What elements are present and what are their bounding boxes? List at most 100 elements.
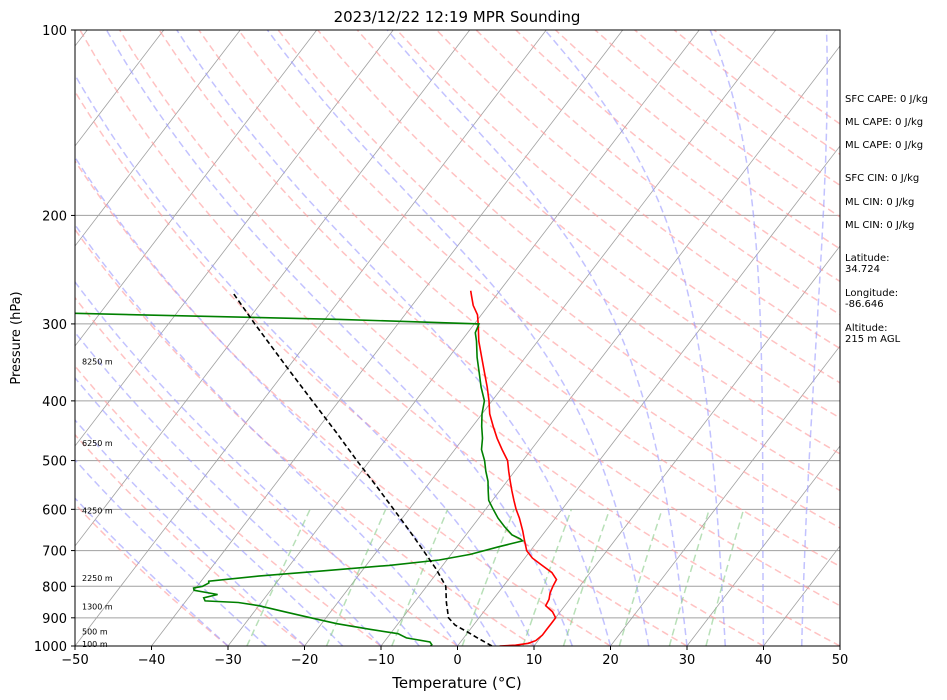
isotherm-line bbox=[610, 345, 840, 646]
dry-adiabat-line bbox=[75, 159, 611, 646]
x-tick-label: −20 bbox=[291, 653, 318, 668]
moist-adiabat-line bbox=[75, 156, 497, 646]
dry-adiabat-line bbox=[277, 30, 840, 492]
moist-adiabat-line bbox=[266, 30, 650, 646]
sounding-parameter: ML CIN: 0 J/kg bbox=[845, 220, 915, 231]
mixing-ratio-line bbox=[618, 509, 663, 646]
height-label: 8250 m bbox=[82, 357, 113, 366]
sounding-parameter: Latitude: 34.724 bbox=[845, 253, 890, 275]
chart-title: 2023/12/22 12:19 MPR Sounding bbox=[334, 8, 581, 26]
dry-adiabat-line bbox=[75, 228, 535, 646]
x-tick-label: 40 bbox=[755, 653, 772, 668]
temperature-profile-line bbox=[469, 290, 558, 646]
moist-adiabat-line bbox=[176, 30, 612, 646]
height-label: 4250 m bbox=[82, 507, 113, 516]
height-label: 500 m bbox=[82, 628, 108, 637]
moist-adiabat-line bbox=[75, 223, 459, 646]
x-tick-label: 50 bbox=[832, 653, 849, 668]
dry-adiabat-line bbox=[75, 502, 229, 646]
x-tick-label: −40 bbox=[138, 653, 165, 668]
moist-adiabat-line bbox=[75, 280, 420, 646]
grid-layer bbox=[75, 30, 840, 646]
isotherm-line bbox=[75, 30, 547, 646]
x-tick-label: 0 bbox=[453, 653, 461, 668]
x-tick-label: 20 bbox=[602, 653, 619, 668]
dry-adiabat-line bbox=[75, 296, 458, 646]
axis-layer: 100 m 500 m 1300 m 2250 m 4250 m 6250 m 8250 m… bbox=[34, 24, 848, 668]
height-label: 100 m bbox=[82, 640, 108, 649]
moist-adiabat-line bbox=[105, 30, 574, 646]
sounding-parameter: SFC CAPE: 0 J/kg bbox=[845, 94, 928, 105]
x-tick-label: −10 bbox=[367, 653, 394, 668]
moist-adiabat-line bbox=[386, 30, 688, 646]
mixing-ratio-line bbox=[391, 509, 449, 646]
y-tick-label: 800 bbox=[42, 580, 67, 595]
height-label: 2250 m bbox=[82, 574, 113, 583]
x-tick-label: 30 bbox=[679, 653, 696, 668]
moist-adiabat-line bbox=[75, 458, 267, 646]
sounding-parameter: Longitude: -86.646 bbox=[845, 288, 899, 310]
dry-adiabat-line bbox=[436, 30, 840, 350]
dry-adiabat-line bbox=[396, 30, 840, 384]
x-tick-label: −30 bbox=[214, 653, 241, 668]
plot-frame bbox=[74, 29, 841, 647]
isotherm-line bbox=[75, 30, 165, 147]
moist-adiabat-line bbox=[709, 30, 765, 646]
moist-adiabat-line bbox=[75, 73, 535, 646]
x-axis-label: Temperature (°C) bbox=[391, 674, 521, 692]
isotherm-line bbox=[533, 245, 840, 646]
mixing-ratio-line bbox=[705, 509, 745, 646]
moist-adiabat-line bbox=[75, 418, 306, 646]
y-axis-label: Pressure (hPa) bbox=[9, 291, 24, 384]
dry-adiabat-line bbox=[356, 30, 840, 419]
sounding-parameters-panel: SFC CAPE: 0 J/kg ML CAPE: 0 J/kg ML CAPE: … bbox=[845, 0, 947, 700]
isotherm-line bbox=[457, 145, 840, 646]
isotherm-line bbox=[304, 30, 777, 646]
y-tick-label: 200 bbox=[42, 209, 67, 224]
mixing-ratio-line bbox=[461, 509, 515, 646]
dry-adiabat-line bbox=[75, 90, 688, 646]
isotherm-line bbox=[75, 30, 394, 447]
sounding-parameter: ML CAPE: 0 J/kg bbox=[845, 117, 924, 128]
dewpoint-profile-line bbox=[75, 312, 525, 646]
x-tick-label: −50 bbox=[61, 653, 88, 668]
dry-adiabat-line bbox=[475, 30, 840, 316]
y-tick-label: 300 bbox=[42, 318, 67, 333]
moist-adiabat-line bbox=[75, 331, 382, 646]
dry-adiabat-line bbox=[515, 30, 840, 283]
y-tick-label: 400 bbox=[42, 395, 67, 410]
y-tick-label: 1000 bbox=[34, 640, 67, 655]
parcel-profile-line bbox=[232, 293, 493, 646]
dry-adiabat-line bbox=[317, 30, 840, 455]
isotherm-line bbox=[151, 30, 624, 646]
y-tick-label: 500 bbox=[42, 455, 67, 470]
height-label: 6250 m bbox=[82, 439, 113, 448]
dry-adiabat-line bbox=[118, 30, 840, 646]
mixing-ratio-line bbox=[562, 509, 611, 646]
isotherm-line bbox=[227, 30, 700, 646]
y-tick-label: 900 bbox=[42, 612, 67, 627]
dry-adiabat-line bbox=[75, 433, 305, 646]
mixing-ratio-line bbox=[522, 509, 573, 646]
series-layer bbox=[75, 290, 558, 646]
y-tick-label: 100 bbox=[42, 24, 67, 39]
isotherm-line bbox=[75, 30, 471, 547]
moist-adiabat-line bbox=[75, 376, 344, 646]
y-tick-label: 700 bbox=[42, 545, 67, 560]
y-tick-label: 600 bbox=[42, 503, 67, 518]
sounding-parameter: Altitude: 215 m AGL bbox=[845, 323, 901, 345]
dry-adiabat-line bbox=[79, 30, 764, 646]
dry-adiabat-line bbox=[158, 30, 840, 607]
sounding-parameter: ML CIN: 0 J/kg bbox=[845, 197, 915, 208]
dry-adiabat-line bbox=[198, 30, 840, 568]
isotherm-line bbox=[380, 45, 840, 646]
height-label: 1300 m bbox=[82, 602, 113, 611]
isotherm-line bbox=[75, 30, 318, 347]
mixing-ratio-line bbox=[668, 509, 710, 646]
isotherm-line bbox=[75, 30, 241, 247]
sounding-parameter: ML CAPE: 0 J/kg bbox=[845, 140, 924, 151]
isotherm-line bbox=[686, 445, 840, 646]
moist-adiabat-line bbox=[801, 30, 828, 646]
dry-adiabat-line bbox=[75, 364, 382, 646]
